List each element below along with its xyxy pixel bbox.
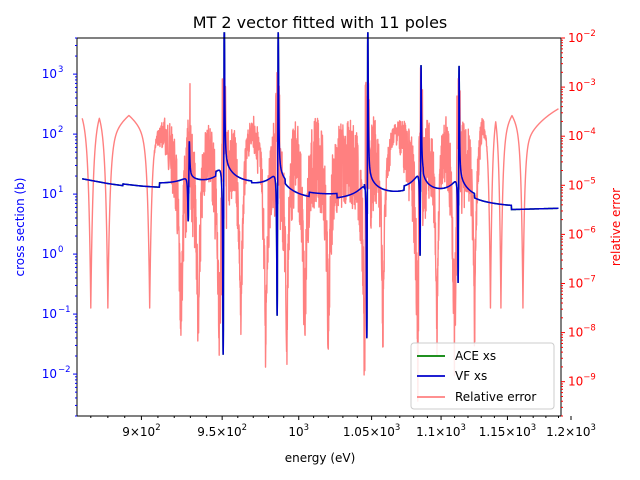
y-right-tick-label: 10−2: [568, 29, 596, 45]
x-tick-label: 103: [288, 423, 309, 439]
y-left-tick-label: 103: [42, 65, 64, 81]
x-tick-label: 1.05×103: [343, 423, 400, 439]
x-axis-label: energy (eV): [285, 451, 356, 465]
y-left-tick-label: 101: [42, 185, 64, 201]
y-left-tick-label: 10−1: [42, 305, 71, 321]
series-vf-xs: [82, 32, 559, 355]
x-tick-label: 1.2×103: [546, 423, 596, 439]
legend: ACE xs VF xs Relative error: [410, 342, 555, 410]
x-tick-label: 1.1×103: [416, 423, 466, 439]
y-right-tick-label: 10−8: [568, 324, 596, 340]
y-axis-right-label: relative error: [609, 188, 623, 266]
y-right-tick-label: 10−9: [568, 373, 596, 389]
y-right-tick-label: 10−4: [568, 127, 596, 143]
y-right-tick-label: 10−3: [568, 78, 596, 94]
y-axis-left: 10−2 10−1 100 101 102 103: [42, 37, 77, 417]
y-axis-left-label: cross section (b): [13, 178, 27, 277]
vf-xs-line: [82, 32, 559, 355]
legend-label-error: Relative error: [455, 390, 536, 404]
y-axis-right: 10−9 10−8 10−7 10−6 10−5 10−4 10−3 10−2: [561, 29, 596, 417]
y-left-tick-label: 10−2: [42, 365, 71, 381]
plot-frame: [76, 37, 562, 417]
y-right-tick-label: 10−6: [568, 225, 596, 241]
x-tick-label: 9×102: [122, 423, 160, 439]
plot-area: [81, 32, 560, 402]
y-left-tick-label: 102: [42, 125, 64, 141]
x-tick-label: 9.5×102: [197, 423, 247, 439]
legend-box: [410, 342, 555, 410]
legend-label-vf: VF xs: [455, 369, 487, 383]
x-axis: 9×102 9.5×102 103 1.05×103 1.1×103 1.15×103 1.…: [90, 416, 596, 439]
y-right-tick-label: 10−5: [568, 176, 596, 192]
y-right-tick-label: 10−7: [568, 274, 596, 290]
x-tick-label: 1.15×103: [479, 423, 536, 439]
legend-label-ace: ACE xs: [455, 349, 496, 363]
y-left-tick-label: 100: [42, 245, 64, 261]
chart-title: MT 2 vector fitted with 11 poles: [193, 13, 448, 32]
